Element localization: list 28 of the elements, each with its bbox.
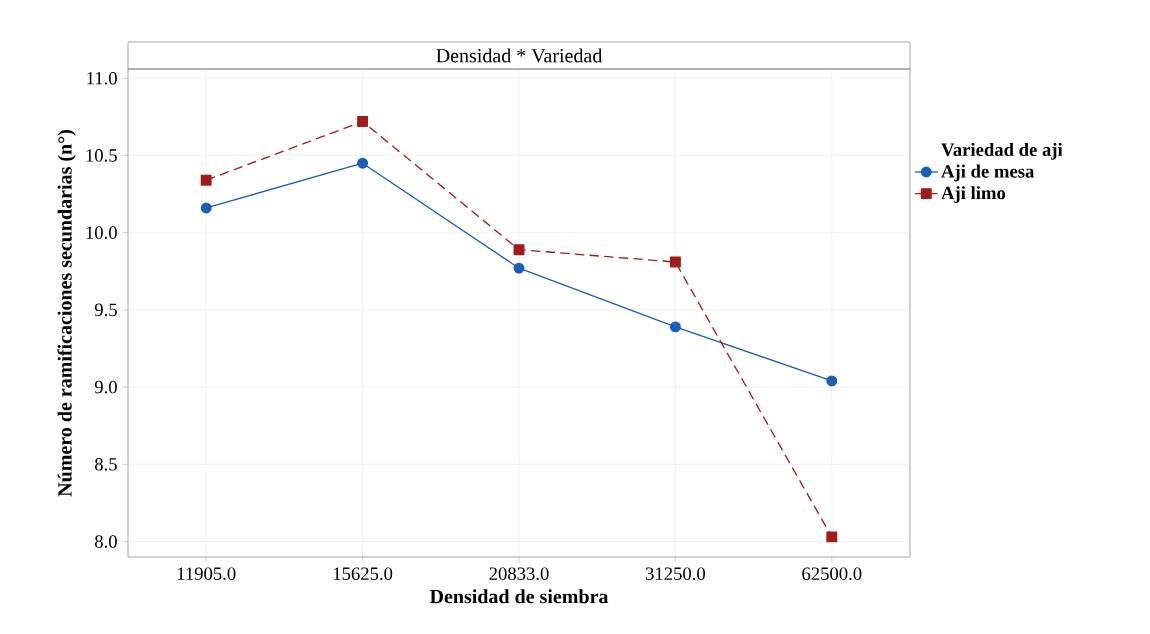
point <box>200 202 212 214</box>
point <box>669 321 681 333</box>
x-tick-label: 62500.0 <box>802 567 862 581</box>
point <box>357 157 369 169</box>
y-tick-label: 10.5 <box>86 149 117 162</box>
y-tick-label: 11.0 <box>87 71 117 85</box>
y-axis-title: Número de ramificaciones secundarias (n°) <box>57 130 76 497</box>
y-tick-label: 8.5 <box>94 457 117 471</box>
y-tick-label: 9.5 <box>94 303 117 317</box>
y-tick-label: 10.0 <box>86 226 117 240</box>
x-tick-label: 15625.0 <box>333 567 393 581</box>
point <box>826 531 838 543</box>
point <box>669 256 681 268</box>
point <box>513 244 525 256</box>
x-axis-title: Densidad de siembra <box>429 589 609 604</box>
x-tick-label: 11905.0 <box>177 567 236 581</box>
y-tick-label: 9.0 <box>94 380 117 394</box>
legend-label: Aji limo <box>941 186 1006 204</box>
legend-title: Variedad de aji <box>941 142 1063 160</box>
point <box>513 262 525 274</box>
legend-label: Aji de mesa <box>941 164 1035 182</box>
y-tick-label: 8.0 <box>94 535 117 548</box>
point <box>357 116 369 127</box>
point <box>200 174 212 186</box>
point <box>826 375 838 387</box>
chart-title: Densidad * Variedad <box>436 48 603 63</box>
x-tick-label: 20833.0 <box>489 567 549 581</box>
x-tick-label: 31250.0 <box>645 567 706 581</box>
